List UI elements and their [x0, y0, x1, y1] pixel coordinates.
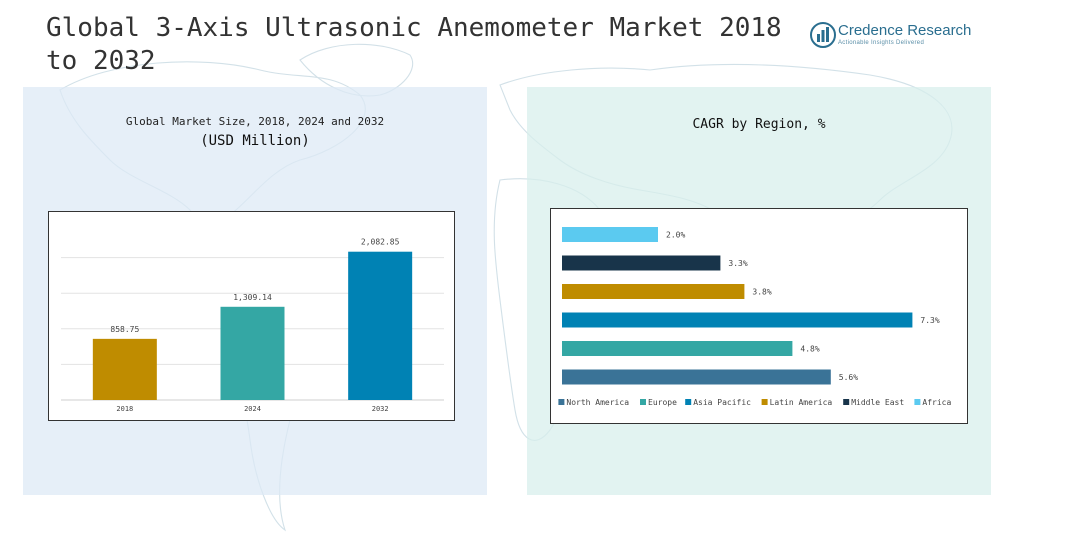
logo-tagline: Actionable Insights Delivered: [838, 40, 925, 46]
value-label-2032: 2,082.85: [361, 238, 400, 247]
legend-swatch-africa: [914, 399, 921, 405]
tick-label-2032: 2032: [372, 405, 389, 413]
credence-research-logo: Credence Research Actionable Insights De…: [810, 20, 980, 52]
legend-label-asia-pacific: Asia Pacific: [693, 398, 751, 407]
legend-swatch-europe: [640, 399, 646, 405]
value-label-asia-pacific: 7.3%: [920, 316, 939, 325]
legend-label-latin-america: Latin America: [770, 398, 833, 407]
tick-label-2024: 2024: [244, 405, 261, 413]
value-label-europe: 4.8%: [800, 345, 819, 354]
legend-label-europe: Europe: [648, 398, 677, 407]
value-label-africa: 2.0%: [666, 231, 685, 240]
market-size-panel: Global Market Size, 2018, 2024 and 2032 …: [23, 87, 487, 495]
cagr-bar-chart: 2.0% 3.3% 3.8% 7.3% 4.8% 5.6% North America Eur…: [558, 227, 951, 407]
legend-swatch-latin-america: [761, 399, 768, 405]
page-title: Global 3-Axis Ultrasonic Anemometer Mark…: [46, 13, 782, 76]
value-label-2018: 858.75: [110, 325, 139, 334]
market-size-chart-frame: 858.75 2018 1,309.14 2024 2,082.85 2032: [48, 211, 455, 421]
value-label-2024: 1,309.14: [233, 293, 272, 302]
tick-label-2018: 2018: [116, 405, 133, 413]
bar-asia-pacific: [562, 312, 913, 328]
bar-africa: [562, 227, 658, 242]
cagr-panel: CAGR by Region, % 2.0% 3.3% 3.8% 7.3% 4.8% 5.…: [527, 87, 991, 495]
bar-2032: [348, 251, 413, 400]
legend: North America Europe Asia Pacific Latin Ame…: [558, 398, 951, 407]
bar-chart-icon: [810, 22, 836, 48]
legend-label-africa: Africa: [922, 398, 951, 407]
market-size-chart-unit: (USD Million): [200, 133, 310, 149]
bar-middle-east: [562, 255, 721, 271]
cagr-chart-title: CAGR by Region, %: [692, 117, 826, 132]
bar-north-america: [562, 369, 831, 385]
logo-name: Credence Research: [838, 22, 972, 39]
value-label-latin-america: 3.8%: [752, 288, 771, 297]
value-label-middle-east: 3.3%: [728, 259, 747, 268]
legend-swatch-asia-pacific: [685, 399, 692, 405]
market-size-chart-title: Global Market Size, 2018, 2024 and 2032: [125, 115, 385, 128]
legend-label-middle-east: Middle East: [851, 398, 904, 407]
bar-2018: [92, 338, 157, 400]
bar-2024: [220, 306, 285, 400]
cagr-chart-frame: 2.0% 3.3% 3.8% 7.3% 4.8% 5.6% North America Eur…: [550, 208, 968, 424]
legend-swatch-north-america: [558, 399, 565, 405]
bar-latin-america: [562, 284, 745, 299]
value-label-north-america: 5.6%: [839, 373, 858, 382]
legend-swatch-middle-east: [843, 399, 850, 405]
legend-label-north-america: North America: [566, 398, 629, 407]
bar-europe: [562, 341, 793, 356]
market-size-bar-chart: 858.75 2018 1,309.14 2024 2,082.85 2032: [61, 238, 444, 413]
